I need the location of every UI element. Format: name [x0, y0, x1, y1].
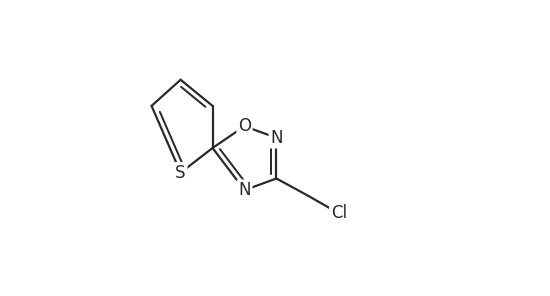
Text: N: N — [270, 129, 283, 147]
Text: S: S — [175, 164, 186, 182]
Text: N: N — [238, 181, 251, 199]
Text: Cl: Cl — [331, 204, 347, 222]
Text: O: O — [238, 117, 251, 135]
